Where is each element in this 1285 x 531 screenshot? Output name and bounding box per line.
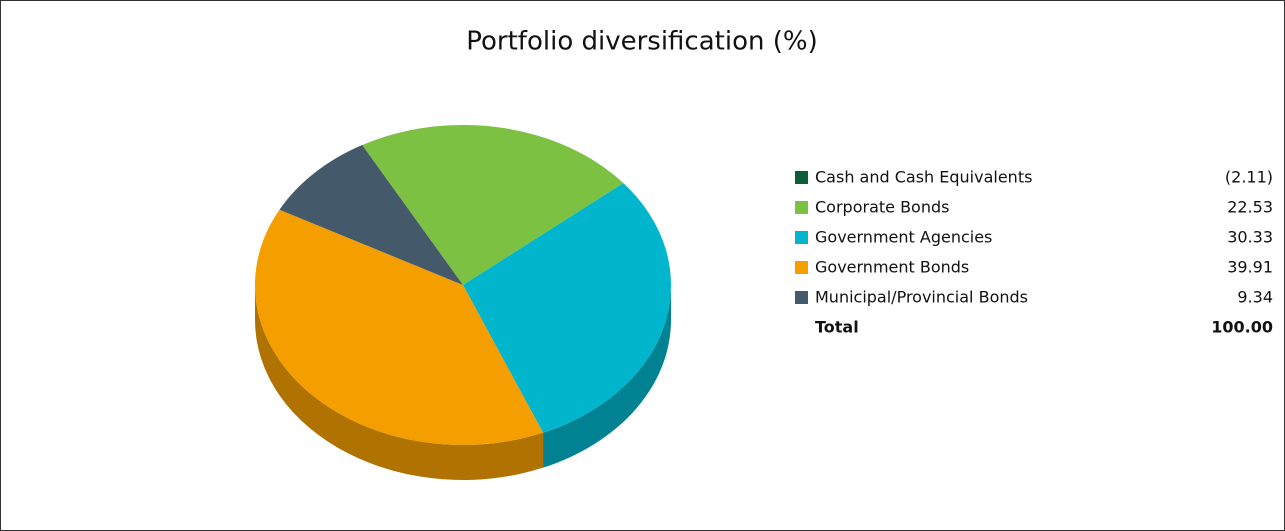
- legend-swatch: [795, 261, 808, 274]
- legend-swatch: [795, 231, 808, 244]
- slice-side: [543, 285, 671, 468]
- slice: [254, 209, 544, 445]
- legend-label: Cash and Cash Equivalents: [815, 168, 1032, 187]
- legend-label: Municipal/Provincial Bonds: [815, 288, 1028, 307]
- legend-label: Government Bonds: [815, 258, 969, 277]
- chart-title: Portfolio diversification (%): [466, 27, 817, 57]
- legend-value: 22.53: [1227, 198, 1273, 217]
- slice: [279, 145, 463, 285]
- total-value: 100.00: [1211, 318, 1273, 337]
- legend-swatch: [795, 201, 808, 214]
- slice: [463, 183, 671, 433]
- legend-value: 30.33: [1227, 228, 1273, 247]
- legend-label: Corporate Bonds: [815, 198, 949, 217]
- legend-swatch: [795, 171, 808, 184]
- legend-value: (2.11): [1225, 168, 1273, 187]
- legend-swatch: [795, 291, 808, 304]
- legend-label: Government Agencies: [815, 228, 992, 247]
- legend-value: 39.91: [1227, 258, 1273, 277]
- slice: [362, 125, 624, 285]
- slice-side: [255, 285, 544, 481]
- legend-value: 9.34: [1237, 288, 1273, 307]
- total-label: Total: [815, 318, 859, 337]
